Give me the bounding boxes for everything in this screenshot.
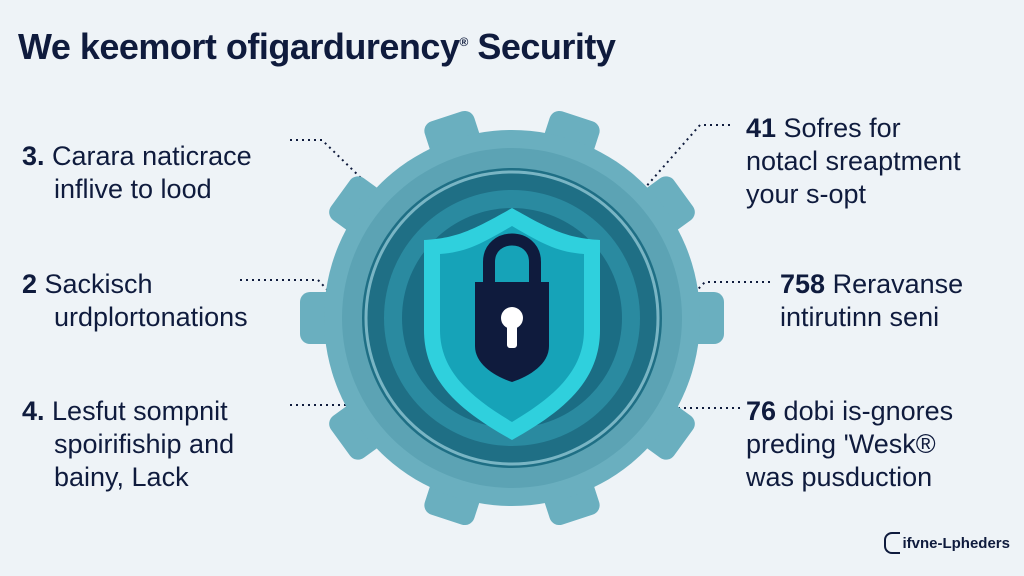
brand-logo: ifvne-Lpheders	[884, 532, 1010, 554]
lock-icon	[475, 233, 549, 382]
item-number: 4.	[22, 396, 45, 426]
item-text: was pusduction	[746, 462, 933, 492]
right-item-3: 76 dobi is-gnores preding 'Wesk® was pus…	[746, 395, 953, 494]
item-text: dobi is-gnores	[776, 396, 954, 426]
brand-name: ifvne-Lpheders	[902, 534, 1010, 552]
registered-mark: ®	[459, 35, 468, 49]
title-main: We keemort ofigardurency	[18, 26, 460, 67]
item-number: 3.	[22, 141, 45, 171]
left-item-3: 4. Lesfut sompnit spoirifiship and bainy…	[22, 395, 234, 494]
item-text: urdplortonations	[54, 302, 248, 332]
page-title: We keemort ofigardurency® Security	[18, 26, 616, 68]
item-text: Sackisch	[37, 269, 153, 299]
item-text: Lesfut sompnit	[44, 396, 228, 426]
title-suffix: Security	[467, 26, 616, 67]
right-item-2: 758 Reravanse intirutinn seni	[780, 268, 963, 334]
item-text: bainy, Lack	[54, 462, 189, 492]
item-number: 76	[746, 396, 777, 426]
left-item-2: 2 Sackisch urdplortonations	[22, 268, 248, 334]
left-item-1: 3. Carara naticrace inflive to lood	[22, 140, 252, 206]
right-item-1: 41 Sofres for notacl sreaptment your s-o…	[746, 112, 961, 211]
item-number: 758	[780, 269, 826, 299]
item-text: notacl sreaptment	[746, 146, 961, 176]
item-text: Sofres for	[776, 113, 901, 143]
item-number: 41	[746, 113, 777, 143]
item-text: Carara naticrace	[44, 141, 252, 171]
item-text: spoirifiship and	[54, 429, 235, 459]
item-text: your s-opt	[746, 179, 867, 209]
connector-right-3	[609, 377, 740, 409]
item-number: 2	[22, 269, 38, 299]
item-text: intirutinn seni	[780, 302, 940, 332]
item-text: inflive to lood	[54, 174, 212, 204]
item-text: Reravanse	[825, 269, 964, 299]
item-text: preding 'Wesk®	[746, 429, 936, 459]
brand-mark-icon	[884, 532, 901, 554]
connector-right-1	[629, 124, 730, 206]
